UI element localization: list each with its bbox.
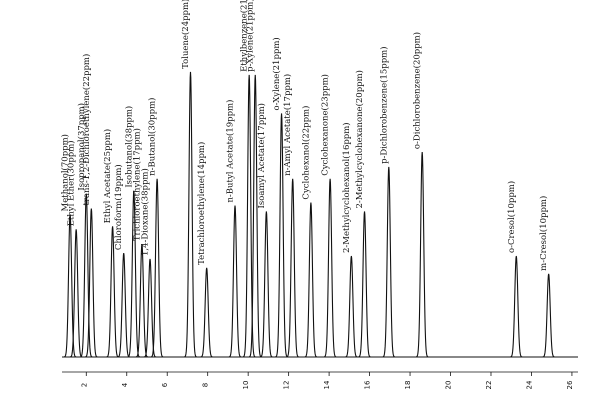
peak-label-24: o-Cresol(10ppm) [506, 181, 517, 253]
peak-label-4: Ethyl Acetate(25ppm) [102, 129, 113, 224]
peak-13 [242, 74, 256, 358]
peak-label-17: n-Amyl Acetate(17ppm) [282, 74, 293, 176]
x-tick-label-3: 8 [202, 383, 210, 387]
peak-16 [275, 113, 288, 358]
x-tick-label-2: 6 [161, 382, 169, 387]
peak-label-12: n-Butyl Acetate(19ppm) [225, 100, 236, 203]
peak-label-14: p-Xylene(21ppm) [245, 0, 256, 72]
x-tick-label-8: 18 [404, 381, 412, 390]
x-tick-label-11: 24 [525, 380, 533, 389]
peak-14 [248, 74, 262, 358]
peak-9 [150, 178, 164, 358]
peak-label-19: Cyclohexanone(23ppm) [320, 74, 331, 176]
peak-label-11: Tetrachloroethylene(14ppm) [196, 142, 207, 265]
peak-label-6: Isobutanol(38ppm) [123, 106, 134, 188]
x-tick-label-9: 20 [445, 381, 453, 390]
peak-23 [415, 152, 429, 358]
peak-label-7: Trichloroethylene(17ppm) [131, 128, 142, 241]
peak-0 [63, 214, 77, 358]
peak-label-22: p-Dichlorobenzene(15ppm) [378, 46, 389, 163]
x-tick-label-12: 26 [566, 380, 574, 389]
x-tick-label-4: 10 [242, 381, 250, 390]
trace-layer [62, 71, 578, 358]
x-tick-label-0: 2 [80, 383, 88, 387]
peak-25 [542, 273, 555, 358]
peak-22 [382, 166, 396, 358]
peak-5 [117, 252, 130, 358]
peak-label-23: o-Dichlorobenzene(20ppm) [412, 32, 423, 149]
peak-label-13: Ethylbenzene(21ppm) [239, 0, 250, 72]
peak-label-21: 2-Methylcyclohexanone(20ppm) [354, 70, 365, 208]
peak-label-10: Toluene(24ppm) [180, 0, 191, 69]
x-tick-label-7: 16 [364, 380, 372, 389]
peak-15 [260, 211, 273, 358]
peak-label-16: o-Xylene(21ppm) [271, 37, 282, 110]
x-tick-label-1: 4 [121, 382, 129, 387]
peak-label-20: 2-Methylcyclohexanol(16ppm) [341, 122, 352, 253]
x-tick-label-10: 22 [485, 381, 493, 390]
peak-label-1: Ethyl Ether(30ppm) [66, 140, 77, 226]
peak-3 [85, 208, 98, 358]
peak-label-25: m-Cresol(10ppm) [538, 196, 549, 271]
peak-19 [323, 178, 337, 358]
peak-label-0: Methanol(70ppm) [60, 134, 71, 211]
peak-label-15: Isoamyl Acetate(17ppm) [256, 103, 267, 208]
peak-label-5: Chloroform(19ppm) [113, 164, 124, 250]
peak-17 [286, 178, 299, 358]
peak-12 [228, 205, 242, 358]
x-tick-label-5: 12 [283, 381, 291, 390]
peak-7 [135, 244, 149, 358]
x-tick-label-6: 14 [323, 380, 331, 389]
x-axis: 2 4 6 8 10 12 14 16 18 20 22 24 26 [62, 371, 578, 390]
peak-label-18: Cyclohexanol(22ppm) [300, 106, 311, 200]
peak-label-8: 1,4-Dioxane(38ppm) [140, 168, 151, 256]
peak-labels: Methanol(70ppm)Ethyl Ether(30ppm) Isoprop… [60, 0, 550, 271]
peak-2 [80, 193, 93, 358]
peak-1 [70, 229, 83, 358]
peak-label-2: Isopropanol(37ppm) [76, 103, 87, 191]
peak-20 [345, 255, 358, 358]
peak-label-9: n-Butanol(30ppm) [147, 98, 158, 176]
peak-18 [304, 202, 318, 358]
peak-8 [143, 258, 157, 358]
peak-21 [358, 211, 371, 358]
peak-24 [510, 255, 523, 358]
peak-label-3: trans-1,2-Dichloroethylene(22ppm) [81, 54, 92, 206]
peak-4 [106, 226, 119, 358]
peak-10 [184, 71, 197, 358]
peak-11 [200, 267, 213, 358]
